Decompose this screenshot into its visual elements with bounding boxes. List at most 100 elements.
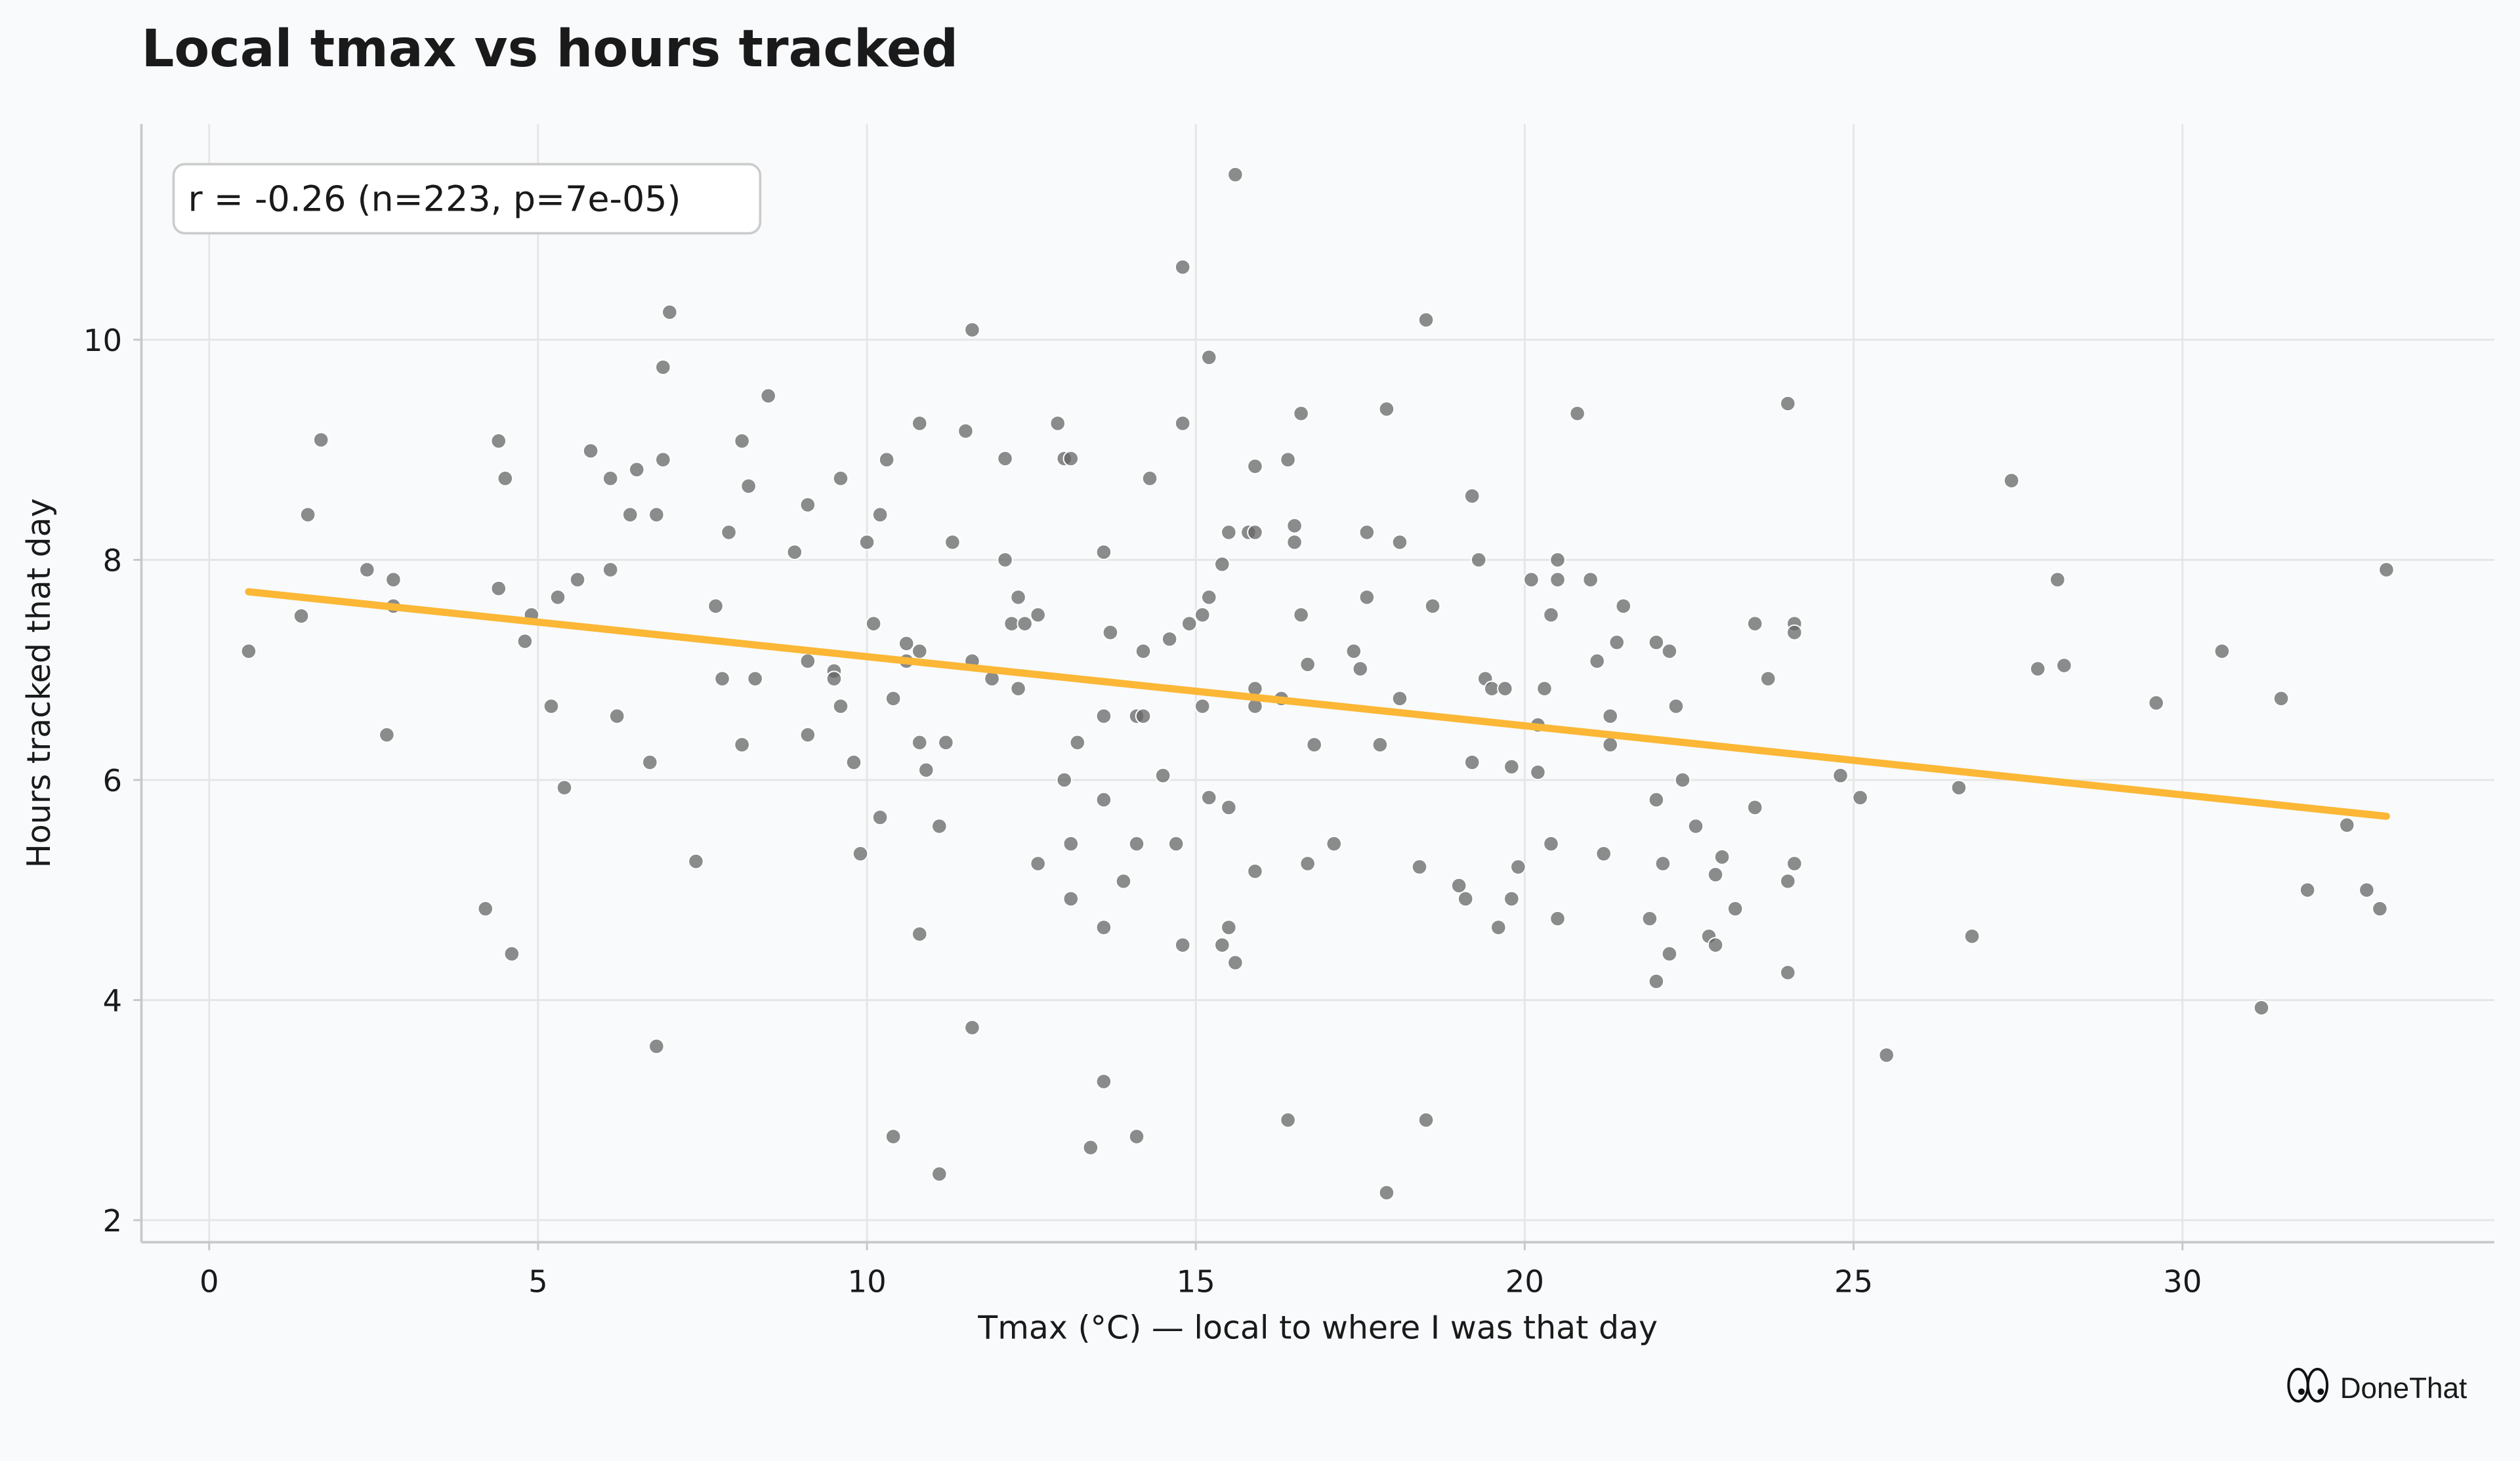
point	[964, 1019, 980, 1036]
x-tick-label: 15	[1177, 1264, 1215, 1299]
point	[799, 726, 816, 743]
point	[1661, 643, 1678, 659]
point	[1095, 791, 1112, 808]
point	[1549, 552, 1566, 568]
point	[1049, 415, 1066, 432]
point	[662, 304, 678, 321]
point	[1280, 1112, 1296, 1128]
point	[582, 443, 599, 459]
y-tick-label: 6	[103, 763, 123, 798]
point	[1543, 835, 1559, 852]
point	[1668, 698, 1685, 714]
point	[1095, 919, 1112, 936]
point	[1306, 736, 1322, 753]
point	[964, 321, 980, 338]
point	[688, 853, 704, 870]
point	[602, 562, 619, 578]
point	[1497, 680, 1513, 697]
point	[1174, 937, 1191, 953]
point	[1602, 708, 1618, 724]
point	[1214, 556, 1230, 573]
point	[569, 571, 586, 588]
point	[1950, 779, 1967, 796]
point	[734, 432, 750, 449]
point	[1299, 855, 1316, 872]
point	[1503, 758, 1520, 775]
point	[1167, 835, 1185, 852]
point	[1214, 937, 1230, 953]
point	[944, 534, 961, 550]
point	[1010, 589, 1026, 606]
point	[1378, 401, 1395, 417]
point	[832, 470, 849, 487]
y-tick-label: 2	[103, 1203, 123, 1239]
point	[549, 589, 566, 606]
point	[1115, 873, 1132, 890]
point	[1056, 772, 1073, 789]
point	[747, 670, 763, 687]
point	[1470, 552, 1487, 568]
point	[2359, 882, 2375, 898]
point	[1194, 606, 1211, 623]
x-tick-label: 25	[1834, 1264, 1873, 1299]
point	[1674, 772, 1691, 789]
point	[1608, 634, 1625, 651]
point	[799, 653, 816, 669]
point	[2253, 999, 2270, 1016]
x-tick-label: 10	[847, 1264, 886, 1299]
point	[1582, 571, 1599, 588]
point	[1128, 1128, 1145, 1145]
point	[1247, 863, 1263, 880]
point	[543, 698, 560, 714]
brand-name: DoneThat	[2340, 1372, 2468, 1405]
point	[1286, 534, 1303, 550]
point	[1227, 955, 1244, 971]
point	[1095, 544, 1112, 560]
logo-pupil	[2317, 1388, 2324, 1395]
brand-logo: DoneThat	[2287, 1368, 2468, 1405]
point	[1746, 799, 1763, 816]
point	[1378, 1184, 1395, 1201]
point	[872, 506, 889, 523]
point	[2148, 695, 2164, 711]
x-tick-label: 0	[200, 1264, 219, 1299]
point	[997, 450, 1013, 467]
point	[1727, 900, 1744, 917]
point	[1372, 736, 1389, 753]
point	[2339, 817, 2355, 833]
grid: 0 5 10 15 20 25 30 2 4 6 8 10	[83, 124, 2494, 1299]
point	[2378, 562, 2395, 578]
point	[1707, 866, 1724, 883]
point	[1161, 630, 1178, 648]
point	[655, 359, 671, 376]
point	[477, 900, 494, 917]
point	[1490, 919, 1507, 936]
point	[2056, 657, 2072, 674]
point	[1418, 312, 1435, 328]
point	[826, 670, 843, 687]
point	[1707, 937, 1724, 953]
point	[1062, 835, 1080, 852]
y-axis-label: Hours tracked that day	[20, 498, 58, 868]
point	[1201, 789, 1217, 806]
point	[312, 432, 329, 448]
point	[1358, 589, 1376, 606]
point	[1201, 349, 1217, 365]
point	[1181, 615, 1198, 632]
point	[385, 571, 402, 588]
point	[885, 690, 902, 707]
point	[1760, 670, 1776, 687]
point	[1602, 736, 1618, 753]
x-tick-label: 30	[2163, 1264, 2202, 1299]
point	[1687, 818, 1704, 834]
point	[1786, 624, 1803, 641]
point	[858, 534, 875, 550]
point	[2299, 882, 2316, 898]
point	[359, 562, 375, 578]
point	[1641, 911, 1658, 927]
x-tick-label: 20	[1505, 1264, 1544, 1299]
trend-line	[245, 588, 2390, 820]
point	[490, 580, 507, 597]
